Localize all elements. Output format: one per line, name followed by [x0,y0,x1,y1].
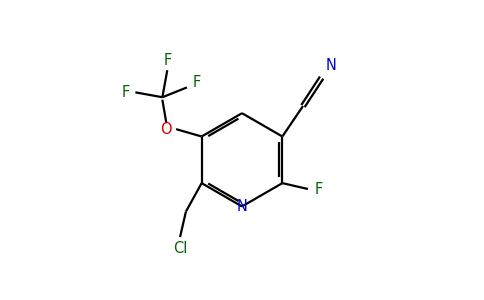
Text: Cl: Cl [173,242,187,256]
Text: F: F [121,85,130,100]
Text: F: F [193,75,201,90]
Text: N: N [326,58,337,73]
Text: O: O [161,122,172,136]
Text: F: F [163,53,171,68]
Text: F: F [315,182,323,196]
Text: N: N [237,199,247,214]
